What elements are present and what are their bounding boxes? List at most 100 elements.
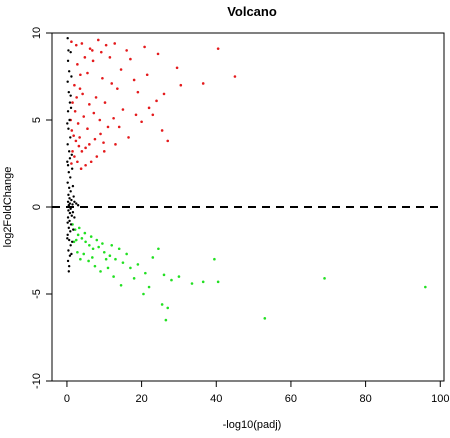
data-point bbox=[73, 200, 76, 203]
data-point bbox=[88, 103, 91, 106]
data-point bbox=[92, 111, 96, 115]
data-point bbox=[84, 146, 87, 150]
data-point bbox=[88, 47, 92, 50]
data-point bbox=[73, 216, 76, 219]
data-point bbox=[101, 242, 104, 245]
data-point bbox=[66, 37, 69, 40]
data-point bbox=[112, 116, 115, 120]
data-point bbox=[127, 136, 130, 139]
data-point bbox=[67, 49, 70, 52]
y-tick-label: 0 bbox=[31, 204, 43, 210]
data-point bbox=[102, 250, 106, 254]
data-point bbox=[179, 83, 183, 87]
data-point bbox=[67, 90, 71, 94]
data-point bbox=[67, 226, 71, 230]
data-point bbox=[117, 247, 121, 251]
data-point bbox=[102, 150, 106, 153]
data-point bbox=[66, 160, 69, 163]
data-point bbox=[68, 219, 71, 223]
data-point bbox=[76, 122, 80, 125]
data-point bbox=[216, 280, 220, 284]
x-axis-label: -log10(padj) bbox=[223, 419, 282, 431]
data-point bbox=[80, 42, 84, 45]
data-point bbox=[125, 49, 128, 52]
data-point bbox=[84, 163, 87, 167]
data-point bbox=[70, 75, 73, 78]
data-point bbox=[71, 150, 74, 153]
data-point bbox=[119, 68, 123, 71]
data-point bbox=[68, 202, 72, 205]
data-point bbox=[93, 137, 97, 141]
data-point bbox=[84, 240, 87, 244]
data-point bbox=[104, 257, 108, 261]
x-tick-label: 20 bbox=[135, 393, 147, 405]
data-point bbox=[79, 73, 82, 77]
data-point bbox=[190, 282, 194, 285]
data-point bbox=[67, 204, 71, 207]
data-point bbox=[68, 118, 71, 122]
data-point bbox=[96, 38, 100, 42]
data-point bbox=[70, 153, 73, 156]
data-point bbox=[70, 129, 74, 132]
data-point bbox=[73, 110, 77, 113]
data-point bbox=[70, 214, 73, 217]
data-point bbox=[69, 223, 73, 226]
data-point bbox=[67, 270, 71, 273]
data-point bbox=[117, 125, 121, 129]
data-point bbox=[68, 254, 72, 257]
data-point bbox=[108, 56, 112, 59]
data-point bbox=[76, 63, 79, 66]
data-point bbox=[69, 136, 72, 139]
data-point bbox=[66, 233, 69, 237]
data-point bbox=[144, 271, 147, 275]
data-point bbox=[201, 82, 205, 85]
data-point bbox=[136, 263, 140, 266]
chart-title: Volcano bbox=[227, 4, 277, 19]
data-point bbox=[79, 167, 83, 171]
data-point bbox=[77, 144, 81, 148]
data-point bbox=[132, 277, 136, 280]
data-point bbox=[66, 59, 70, 63]
data-point bbox=[155, 99, 158, 103]
data-point bbox=[110, 243, 114, 247]
data-point bbox=[166, 139, 170, 143]
data-point bbox=[68, 197, 71, 200]
data-point bbox=[72, 134, 75, 137]
data-point bbox=[104, 43, 108, 47]
data-point bbox=[134, 113, 138, 117]
data-point bbox=[89, 235, 93, 238]
data-point bbox=[66, 80, 69, 83]
data-point bbox=[76, 204, 80, 207]
data-point bbox=[70, 198, 73, 202]
data-point bbox=[66, 200, 70, 203]
data-point bbox=[67, 249, 70, 252]
data-point bbox=[82, 252, 86, 256]
data-point bbox=[119, 284, 123, 287]
data-point bbox=[72, 195, 75, 198]
x-tick-label: 100 bbox=[431, 393, 449, 405]
data-point bbox=[78, 136, 81, 139]
data-point bbox=[67, 150, 71, 153]
data-point bbox=[233, 75, 237, 78]
x-tick-label: 60 bbox=[285, 393, 297, 405]
data-point bbox=[106, 266, 110, 270]
data-point bbox=[66, 122, 69, 125]
data-point bbox=[67, 127, 70, 130]
data-point bbox=[93, 264, 97, 268]
data-point bbox=[424, 285, 427, 289]
data-point bbox=[68, 211, 72, 215]
data-point bbox=[69, 176, 72, 179]
data-point bbox=[160, 129, 164, 132]
x-tick-label: 0 bbox=[64, 393, 70, 405]
data-point bbox=[71, 211, 75, 214]
data-point bbox=[75, 202, 78, 205]
data-point bbox=[129, 266, 132, 270]
data-point bbox=[102, 141, 105, 144]
data-point bbox=[70, 167, 74, 170]
data-point bbox=[66, 164, 70, 167]
data-point bbox=[83, 231, 87, 235]
data-point bbox=[97, 245, 100, 249]
data-point bbox=[67, 186, 71, 190]
data-point bbox=[162, 273, 166, 277]
